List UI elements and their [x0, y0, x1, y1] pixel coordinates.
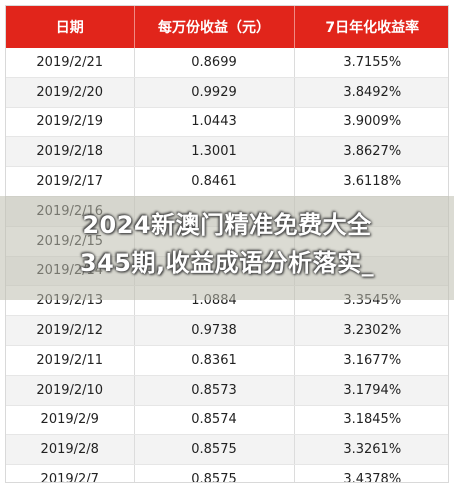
table-row: 2019/2/10 0.8573 3.1794% — [6, 375, 448, 406]
cell-date: 2019/2/21 — [6, 48, 135, 78]
cell-per-10k-yield: 0.8575 — [134, 434, 295, 466]
table-row: 2019/2/21 0.8699 3.7155% — [6, 48, 448, 78]
cell-per-10k-yield: 0.8461 — [134, 166, 295, 197]
cell-7day-annualized: 3.1845% — [294, 405, 448, 436]
cell-date: 2019/2/18 — [6, 136, 135, 168]
table-row: 2019/2/7 0.8575 3.4378% — [6, 464, 448, 482]
cell-date: 2019/2/9 — [6, 405, 135, 436]
table-row: 2019/2/12 0.9738 3.2302% — [6, 315, 448, 346]
cell-7day-annualized: 3.8627% — [294, 136, 448, 168]
table-row: 2019/2/8 0.8575 3.3261% — [6, 434, 448, 466]
cell-date: 2019/2/20 — [6, 77, 135, 108]
cell-7day-annualized: 3.6118% — [294, 166, 448, 197]
table-row: 2019/2/9 0.8574 3.1845% — [6, 405, 448, 436]
header-date: 日期 — [6, 6, 135, 48]
table-row: 2019/2/11 0.8361 3.1677% — [6, 345, 448, 376]
cell-7day-annualized: 3.7155% — [294, 48, 448, 78]
cell-per-10k-yield: 0.8699 — [134, 48, 295, 78]
cell-7day-annualized: 3.4378% — [294, 464, 448, 482]
cell-7day-annualized: 3.2302% — [294, 315, 448, 346]
cell-per-10k-yield: 0.8361 — [134, 345, 295, 376]
cell-date: 2019/2/19 — [6, 107, 135, 138]
table-row: 2019/2/19 1.0443 3.9009% — [6, 107, 448, 138]
cell-per-10k-yield: 0.8573 — [134, 375, 295, 406]
table-header-row: 日期 每万份收益（元） 7日年化收益率 — [6, 6, 448, 48]
cell-7day-annualized: 3.8492% — [294, 77, 448, 108]
table-row: 2019/2/17 0.8461 3.6118% — [6, 166, 448, 197]
cell-per-10k-yield: 0.9738 — [134, 315, 295, 346]
cell-date: 2019/2/8 — [6, 434, 135, 466]
cell-date: 2019/2/7 — [6, 464, 135, 482]
cell-7day-annualized: 3.1677% — [294, 345, 448, 376]
watermark-line-2: 345期,收益成语分析落实_ — [79, 249, 375, 277]
watermark-line-1: 2024新澳门精准免费大全 — [82, 211, 372, 239]
cell-date: 2019/2/11 — [6, 345, 135, 376]
cell-per-10k-yield: 1.3001 — [134, 136, 295, 168]
cell-date: 2019/2/10 — [6, 375, 135, 406]
cell-7day-annualized: 3.9009% — [294, 107, 448, 138]
table-row: 2019/2/20 0.9929 3.8492% — [6, 77, 448, 108]
header-7day-annualized: 7日年化收益率 — [294, 6, 448, 48]
cell-7day-annualized: 3.1794% — [294, 375, 448, 406]
table-row: 2019/2/18 1.3001 3.8627% — [6, 136, 448, 168]
cell-date: 2019/2/17 — [6, 166, 135, 197]
cell-per-10k-yield: 0.8574 — [134, 405, 295, 436]
cell-per-10k-yield: 0.9929 — [134, 77, 295, 108]
cell-per-10k-yield: 1.0443 — [134, 107, 295, 138]
watermark-banner: 2024新澳门精准免费大全 345期,收益成语分析落实_ — [0, 196, 454, 300]
cell-date: 2019/2/12 — [6, 315, 135, 346]
cell-per-10k-yield: 0.8575 — [134, 464, 295, 482]
header-per-10k-yield: 每万份收益（元） — [134, 6, 295, 48]
cell-7day-annualized: 3.3261% — [294, 434, 448, 466]
